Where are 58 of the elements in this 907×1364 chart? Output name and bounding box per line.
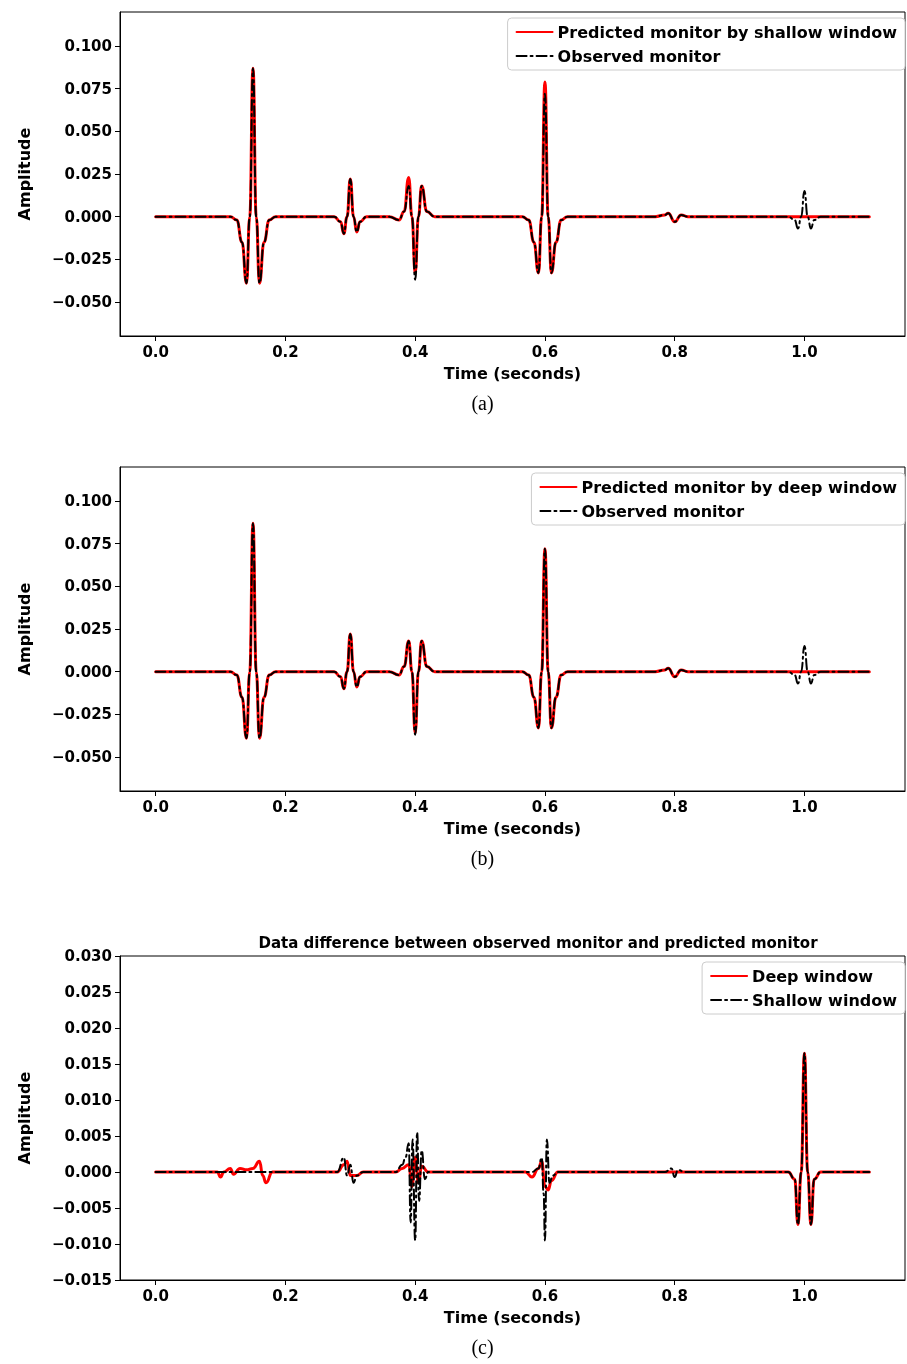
x-tick-label: 0.0 bbox=[142, 1286, 169, 1305]
y-tick-label: −0.015 bbox=[51, 1271, 112, 1289]
x-tick-label: 0.6 bbox=[531, 1286, 559, 1305]
y-tick-label: 0.030 bbox=[64, 947, 112, 965]
y-tick-label: −0.005 bbox=[51, 1199, 112, 1217]
x-axis-title: Time (seconds) bbox=[443, 363, 582, 383]
x-tick-label: 1.0 bbox=[791, 797, 818, 816]
y-tick-label: 0.000 bbox=[64, 1163, 112, 1181]
x-tick-label: 0.2 bbox=[272, 342, 299, 361]
x-tick-label: 0.0 bbox=[142, 797, 169, 816]
y-tick-label: 0.015 bbox=[64, 1055, 112, 1073]
y-tick-label: 0.100 bbox=[64, 37, 112, 56]
x-tick-label: 1.0 bbox=[791, 342, 818, 361]
x-tick-label: 0.6 bbox=[531, 797, 559, 816]
legend-label: Observed monitor bbox=[557, 46, 721, 66]
y-tick-label: 0.000 bbox=[64, 662, 112, 681]
text: (c) bbox=[470, 1336, 495, 1359]
y-tick-label: 0.050 bbox=[64, 122, 112, 141]
legend-label: Deep window bbox=[752, 966, 874, 986]
y-axis-title: Amplitude bbox=[14, 582, 34, 676]
x-tick-label: 0.2 bbox=[272, 797, 299, 816]
chart-title: Data difference between observed monitor and predicted monitor bbox=[258, 933, 819, 952]
legend-label: Predicted monitor by deep window bbox=[581, 477, 898, 497]
y-tick-label: −0.025 bbox=[51, 705, 112, 724]
x-tick-label: 0.4 bbox=[401, 342, 429, 361]
y-axis-title: Amplitude bbox=[14, 1071, 34, 1165]
x-tick-label: 0.4 bbox=[401, 797, 429, 816]
y-tick-label: 0.075 bbox=[64, 534, 112, 553]
x-tick-label: 0.2 bbox=[272, 1286, 299, 1305]
y-tick-label: 0.050 bbox=[64, 577, 112, 596]
y-axis-title: Amplitude bbox=[14, 127, 34, 221]
y-tick-label: −0.050 bbox=[51, 747, 112, 766]
y-tick-label: 0.010 bbox=[64, 1091, 112, 1109]
y-tick-label: 0.020 bbox=[64, 1019, 112, 1037]
y-tick-label: 0.025 bbox=[64, 983, 112, 1001]
y-tick-label: 0.025 bbox=[64, 165, 112, 183]
y-tick-label: 0.100 bbox=[64, 492, 112, 511]
legend-label: Predicted monitor by shallow window bbox=[557, 22, 898, 42]
x-tick-label: 0.8 bbox=[661, 797, 688, 816]
text: (a) bbox=[470, 392, 495, 415]
y-tick-label: 0.000 bbox=[64, 207, 112, 226]
x-tick-label: 0.0 bbox=[142, 342, 169, 361]
y-tick-label: −0.025 bbox=[51, 250, 112, 269]
text: (b) bbox=[469, 847, 496, 870]
y-tick-label: 0.025 bbox=[64, 620, 112, 638]
x-tick-label: 0.4 bbox=[401, 1286, 429, 1305]
legend-label: Shallow window bbox=[752, 990, 898, 1010]
x-tick-label: 0.8 bbox=[661, 342, 688, 361]
x-tick-label: 0.6 bbox=[531, 342, 559, 361]
x-axis-title: Time (seconds) bbox=[443, 818, 582, 838]
legend-label: Observed monitor bbox=[581, 501, 745, 521]
x-tick-label: 0.8 bbox=[661, 1286, 688, 1305]
y-tick-label: −0.050 bbox=[51, 292, 112, 311]
y-tick-label: 0.075 bbox=[64, 79, 112, 98]
y-tick-label: 0.005 bbox=[64, 1127, 112, 1145]
x-axis-title: Time (seconds) bbox=[443, 1307, 582, 1327]
x-tick-label: 1.0 bbox=[791, 1286, 818, 1305]
y-tick-label: −0.010 bbox=[51, 1235, 112, 1253]
